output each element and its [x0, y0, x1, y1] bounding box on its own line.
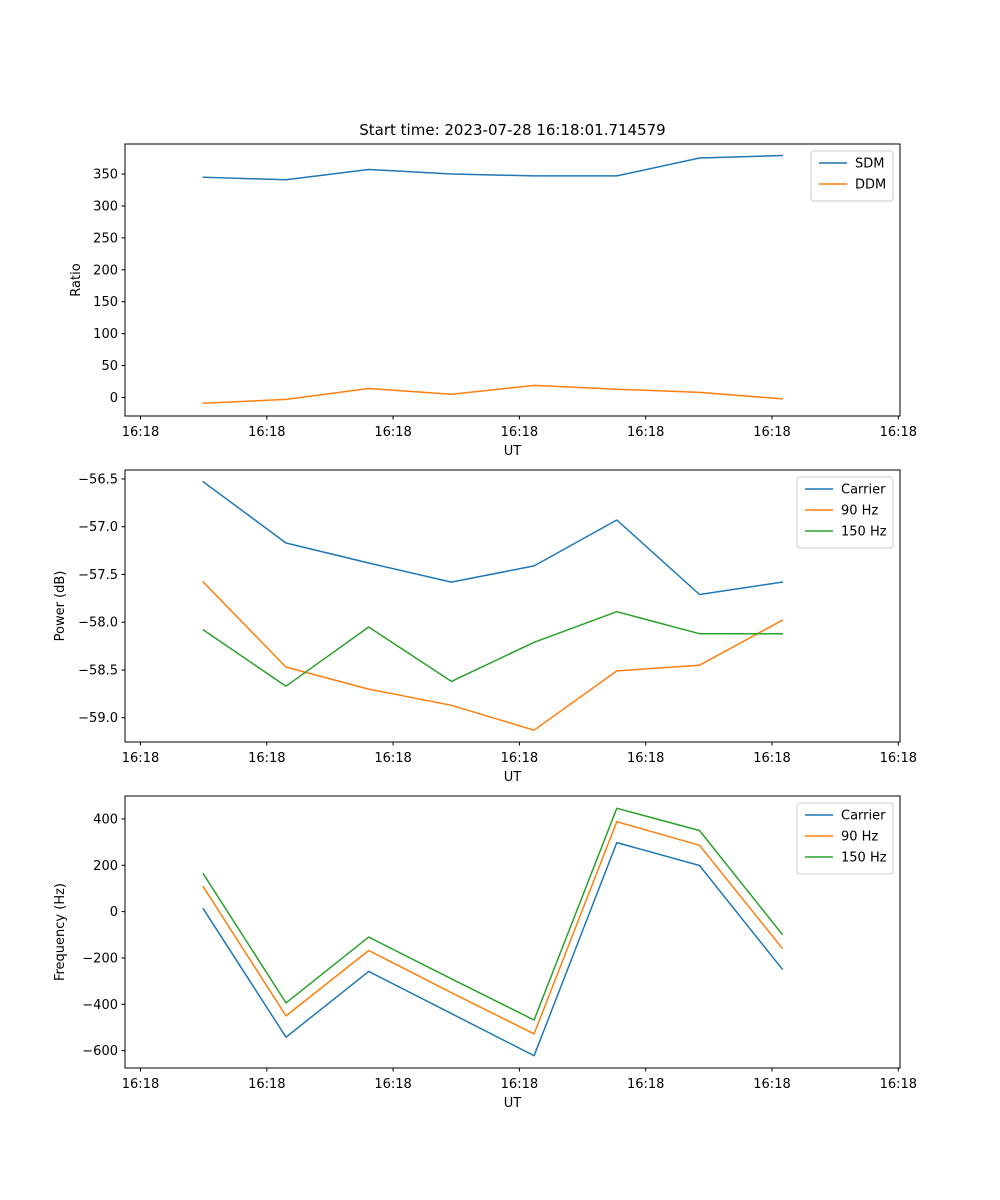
x-axis-label: UT: [504, 444, 522, 459]
axes-frame: [124, 795, 901, 1069]
series-line-ddm: [202, 384, 784, 404]
y-tick-label: −59.0: [78, 711, 118, 726]
y-tick-label: −56.5: [78, 472, 118, 487]
y-axis-label: Frequency (Hz): [53, 883, 68, 981]
axes-frame: [124, 143, 901, 417]
series-line-90-hz: [202, 581, 784, 731]
y-tick-label: −58.5: [78, 663, 118, 678]
x-tick-label: 16:18: [880, 425, 917, 440]
y-tick-label: 200: [93, 263, 118, 278]
y-tick-label: −57.0: [78, 520, 118, 535]
y-tick-label: −400: [82, 998, 118, 1013]
y-tick-label: 400: [93, 812, 118, 827]
legend-label: 90 Hz: [841, 830, 878, 845]
y-tick-label: 0: [110, 905, 118, 920]
x-axis-label: UT: [504, 1096, 522, 1111]
x-tick-label: 16:18: [501, 1077, 538, 1092]
x-tick-label: 16:18: [627, 1077, 664, 1092]
y-axis-label: Ratio: [69, 263, 84, 296]
y-tick-label: 50: [101, 359, 118, 374]
y-axis-label: Power (dB): [53, 571, 68, 642]
x-tick-label: 16:18: [753, 751, 790, 766]
x-tick-label: 16:18: [248, 1077, 285, 1092]
legend-label: DDM: [855, 178, 886, 193]
x-tick-label: 16:18: [627, 751, 664, 766]
y-tick-label: −200: [82, 951, 118, 966]
y-tick-label: −57.5: [78, 568, 118, 583]
series-line-carrier: [202, 841, 784, 1057]
x-tick-label: 16:18: [753, 1077, 790, 1092]
series-line-90-hz: [202, 820, 784, 1035]
x-tick-label: 16:18: [880, 751, 917, 766]
series-line-sdm: [202, 154, 783, 181]
x-tick-label: 16:18: [627, 425, 664, 440]
chart-title: Start time: 2023-07-28 16:18:01.714579: [359, 121, 665, 139]
y-tick-label: 250: [93, 231, 118, 246]
frequency-chart: −600 −400 −200 0 200 400 16:18 16:18 16:18 16:18 1…: [53, 795, 917, 1111]
x-tick-label: 16:18: [374, 751, 411, 766]
y-tick-label: 150: [93, 295, 118, 310]
legend-label: 150 Hz: [841, 525, 887, 540]
y-tick-label: 350: [93, 168, 118, 183]
y-tick-label: 0: [110, 391, 118, 406]
x-tick-label: 16:18: [248, 751, 285, 766]
series-line-carrier: [202, 480, 784, 596]
x-tick-label: 16:18: [248, 425, 285, 440]
legend-label: 150 Hz: [841, 851, 887, 866]
legend-label: Carrier: [841, 809, 886, 824]
legend-label: SDM: [855, 157, 884, 172]
y-tick-label: 200: [93, 859, 118, 874]
x-tick-label: 16:18: [374, 425, 411, 440]
y-tick-label: −58.0: [78, 616, 118, 631]
legend-label: Carrier: [841, 483, 886, 498]
x-tick-label: 16:18: [122, 425, 159, 440]
series-line-150-hz: [202, 807, 784, 1021]
y-tick-label: 300: [93, 199, 118, 214]
x-tick-label: 16:18: [501, 425, 538, 440]
x-tick-label: 16:18: [374, 1077, 411, 1092]
x-tick-label: 16:18: [501, 751, 538, 766]
y-tick-label: 100: [93, 327, 118, 342]
series-line-150-hz: [202, 610, 783, 687]
x-tick-label: 16:18: [122, 1077, 159, 1092]
x-tick-label: 16:18: [122, 751, 159, 766]
x-axis-label: UT: [504, 770, 522, 785]
ratio-chart: 0 50 100 150 200 250 300 350 16:18 16:18 16:18 16:1…: [69, 143, 917, 459]
x-tick-label: 16:18: [753, 425, 790, 440]
x-tick-label: 16:18: [880, 1077, 917, 1092]
y-tick-label: −600: [82, 1044, 118, 1059]
axes-frame: [124, 469, 901, 743]
legend-label: 90 Hz: [841, 504, 878, 519]
power-chart: −59.0 −58.5 −58.0 −57.5 −57.0 −56.5 16:18 16:18…: [53, 469, 917, 785]
